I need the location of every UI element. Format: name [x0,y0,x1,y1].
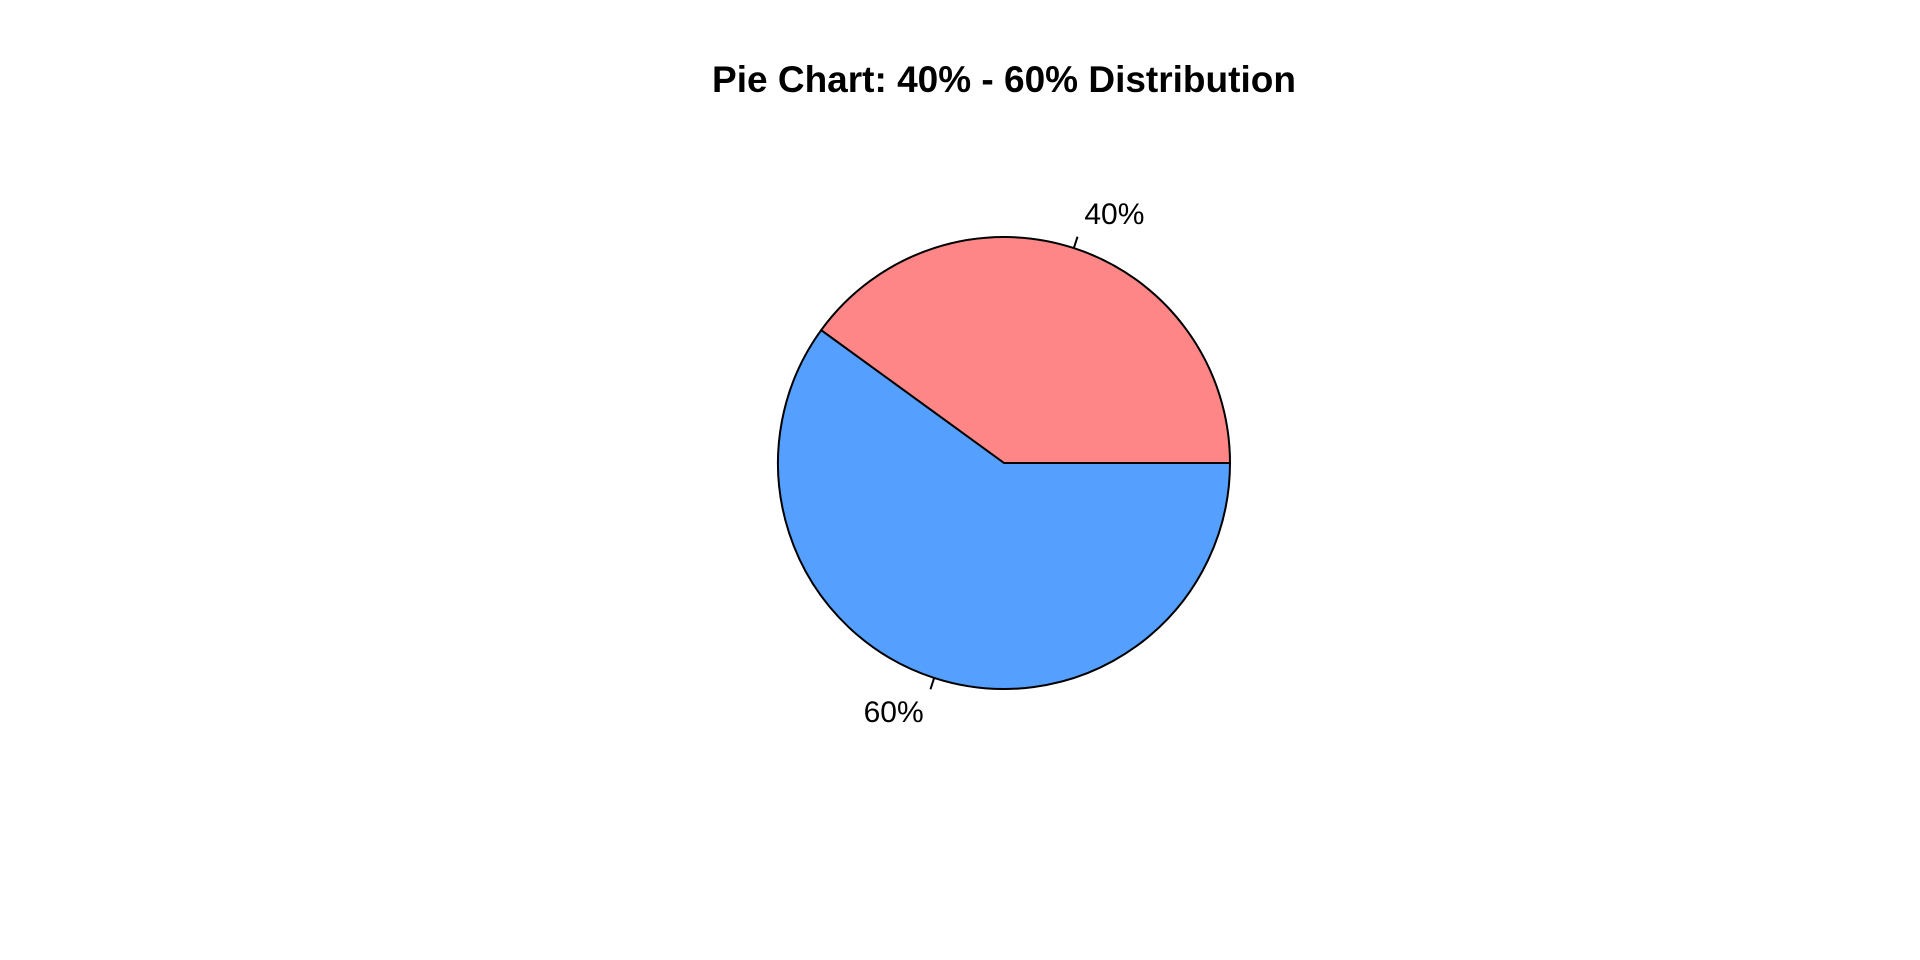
pie-slice-60 [777,328,1232,690]
pie-slices [777,236,1232,690]
leader-line-40 [1072,236,1079,249]
slice-label-60: 60% [864,696,924,729]
pie-labels: 40% 60% [864,198,1145,729]
leader-line-60 [929,677,936,690]
pie-slice-40 [819,236,1232,464]
chart-title: Pie Chart: 40% - 60% Distribution [712,59,1296,100]
slice-label-40: 40% [1084,198,1144,231]
